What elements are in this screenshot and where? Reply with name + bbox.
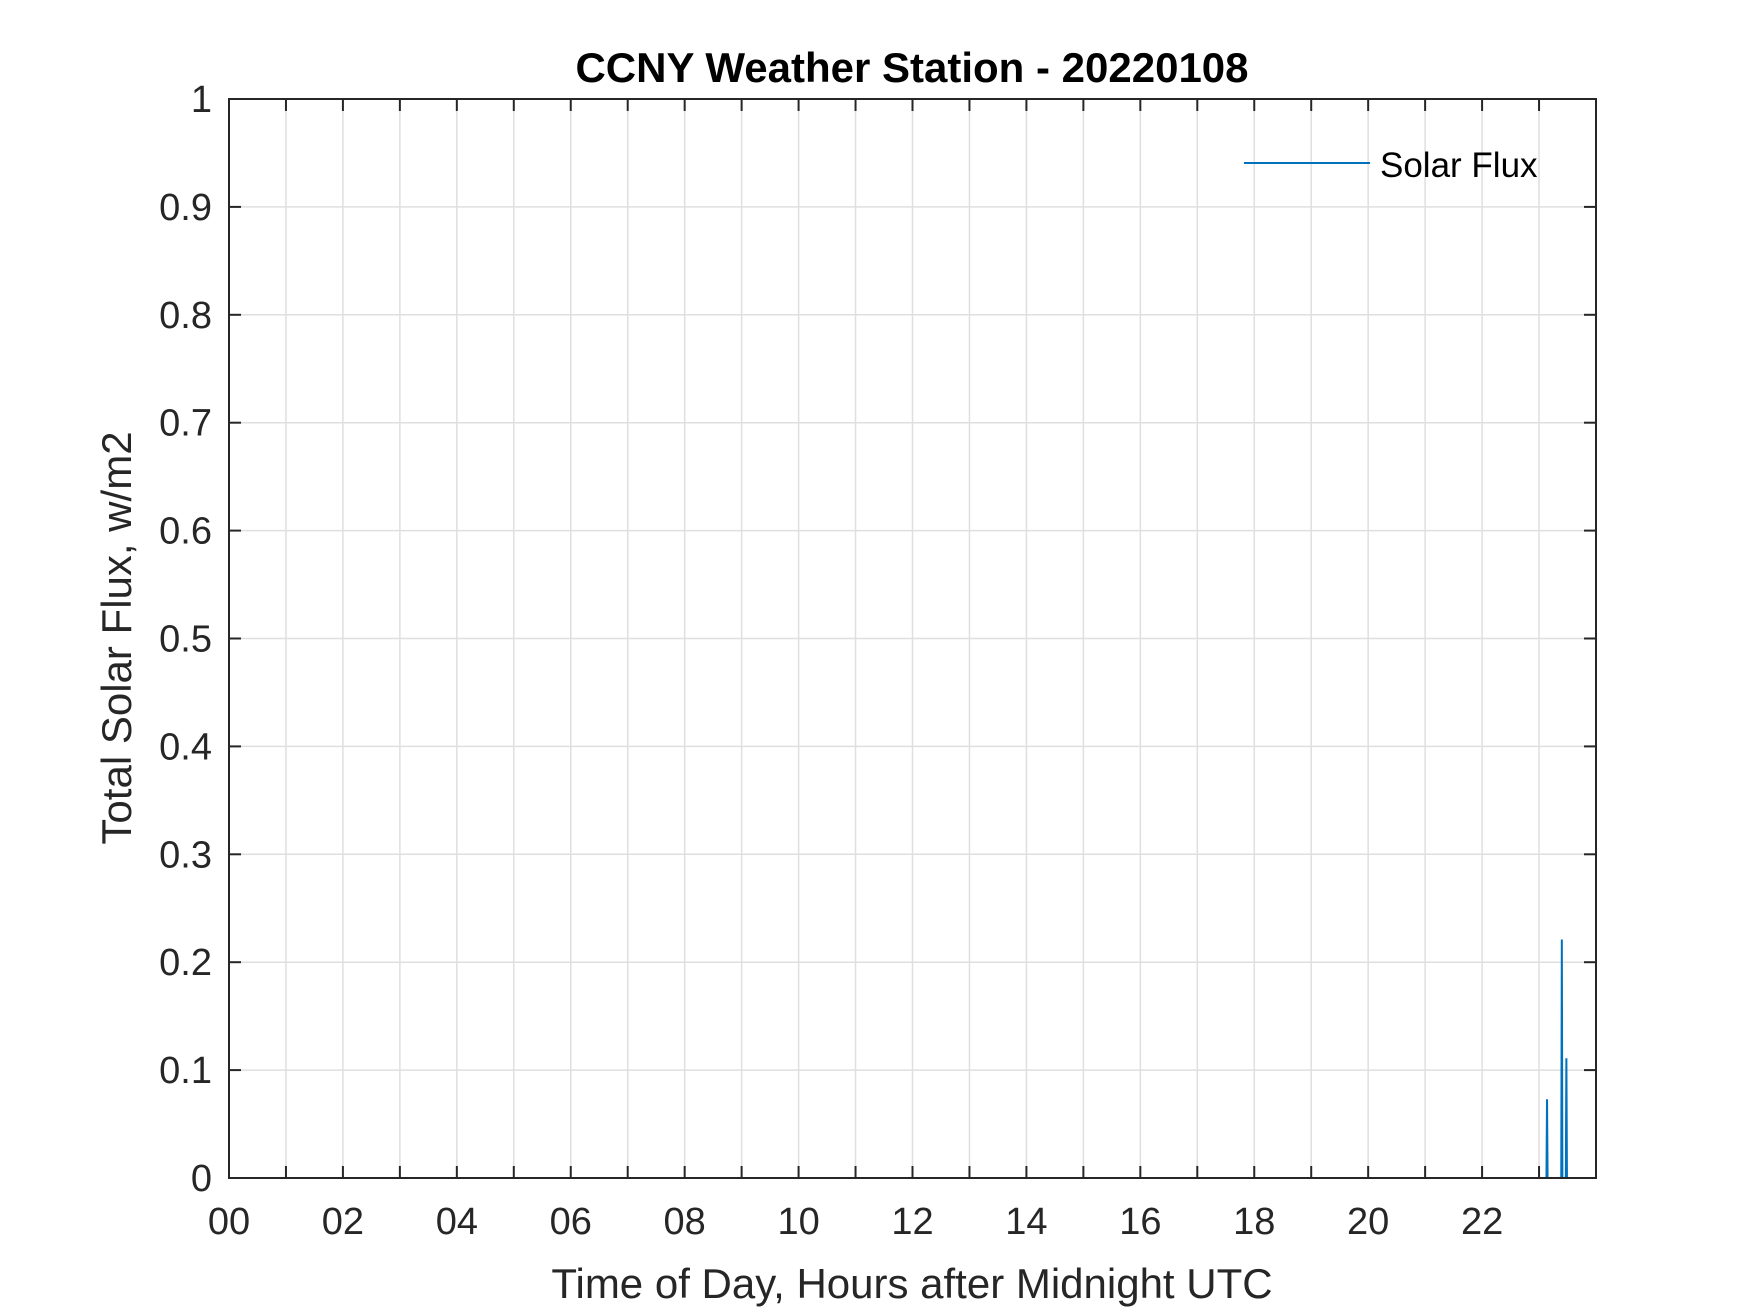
y-tick-label: 0.6 xyxy=(159,511,212,553)
y-tick-label: 0.5 xyxy=(159,619,212,661)
series-lines xyxy=(229,939,1568,1179)
x-tick-label: 02 xyxy=(322,1201,364,1243)
y-tick-label: 0.7 xyxy=(159,403,212,445)
grid-lines xyxy=(229,99,1596,1178)
y-tick-label: 0.4 xyxy=(159,726,212,768)
chart-title: CCNY Weather Station - 20220108 xyxy=(575,44,1248,91)
x-tick-label: 04 xyxy=(436,1201,478,1243)
axis-ticks xyxy=(228,98,1596,1179)
y-axis-title: Total Solar Flux, w/m2 xyxy=(93,431,140,844)
x-tick-label: 20 xyxy=(1347,1201,1389,1243)
y-tick-label: 0.3 xyxy=(159,834,212,876)
x-tick-label: 22 xyxy=(1461,1201,1503,1243)
x-axis-title: Time of Day, Hours after Midnight UTC xyxy=(551,1260,1272,1307)
x-tick-label: 08 xyxy=(664,1201,706,1243)
y-tick-label: 0.2 xyxy=(159,942,212,984)
legend-label-solar-flux: Solar Flux xyxy=(1380,146,1538,185)
y-tick-label: 0.1 xyxy=(159,1050,212,1092)
x-tick-label: 16 xyxy=(1119,1201,1161,1243)
x-tick-label: 10 xyxy=(777,1201,819,1243)
legend: Solar Flux xyxy=(1244,146,1538,185)
x-tick-label: 14 xyxy=(1005,1201,1047,1243)
x-tick-label: 12 xyxy=(891,1201,933,1243)
y-tick-label: 1 xyxy=(191,79,212,121)
y-tick-label: 0 xyxy=(191,1158,212,1200)
y-tick-label: 0.8 xyxy=(159,295,212,337)
x-tick-labels: 00 02 04 06 08 10 12 14 16 18 20 22 xyxy=(208,1201,1503,1243)
y-tick-label: 0.9 xyxy=(159,187,212,229)
series-line-solar-flux xyxy=(229,939,1568,1179)
x-tick-label: 00 xyxy=(208,1201,250,1243)
x-tick-label: 06 xyxy=(550,1201,592,1243)
y-tick-labels: 0 0.1 0.2 0.3 0.4 0.5 0.6 0.7 0.8 0.9 1 xyxy=(159,79,212,1200)
x-tick-label: 18 xyxy=(1233,1201,1275,1243)
